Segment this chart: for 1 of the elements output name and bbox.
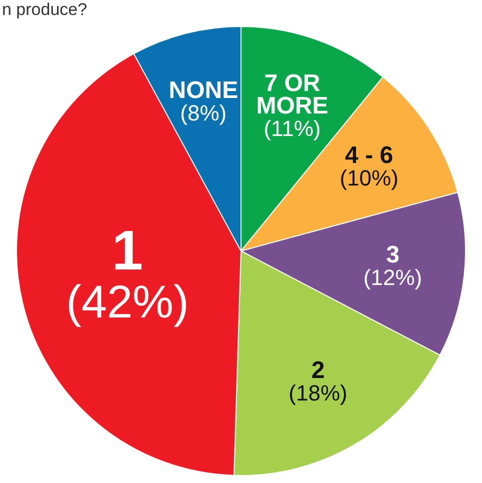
chart-title: n produce?: [2, 0, 88, 20]
